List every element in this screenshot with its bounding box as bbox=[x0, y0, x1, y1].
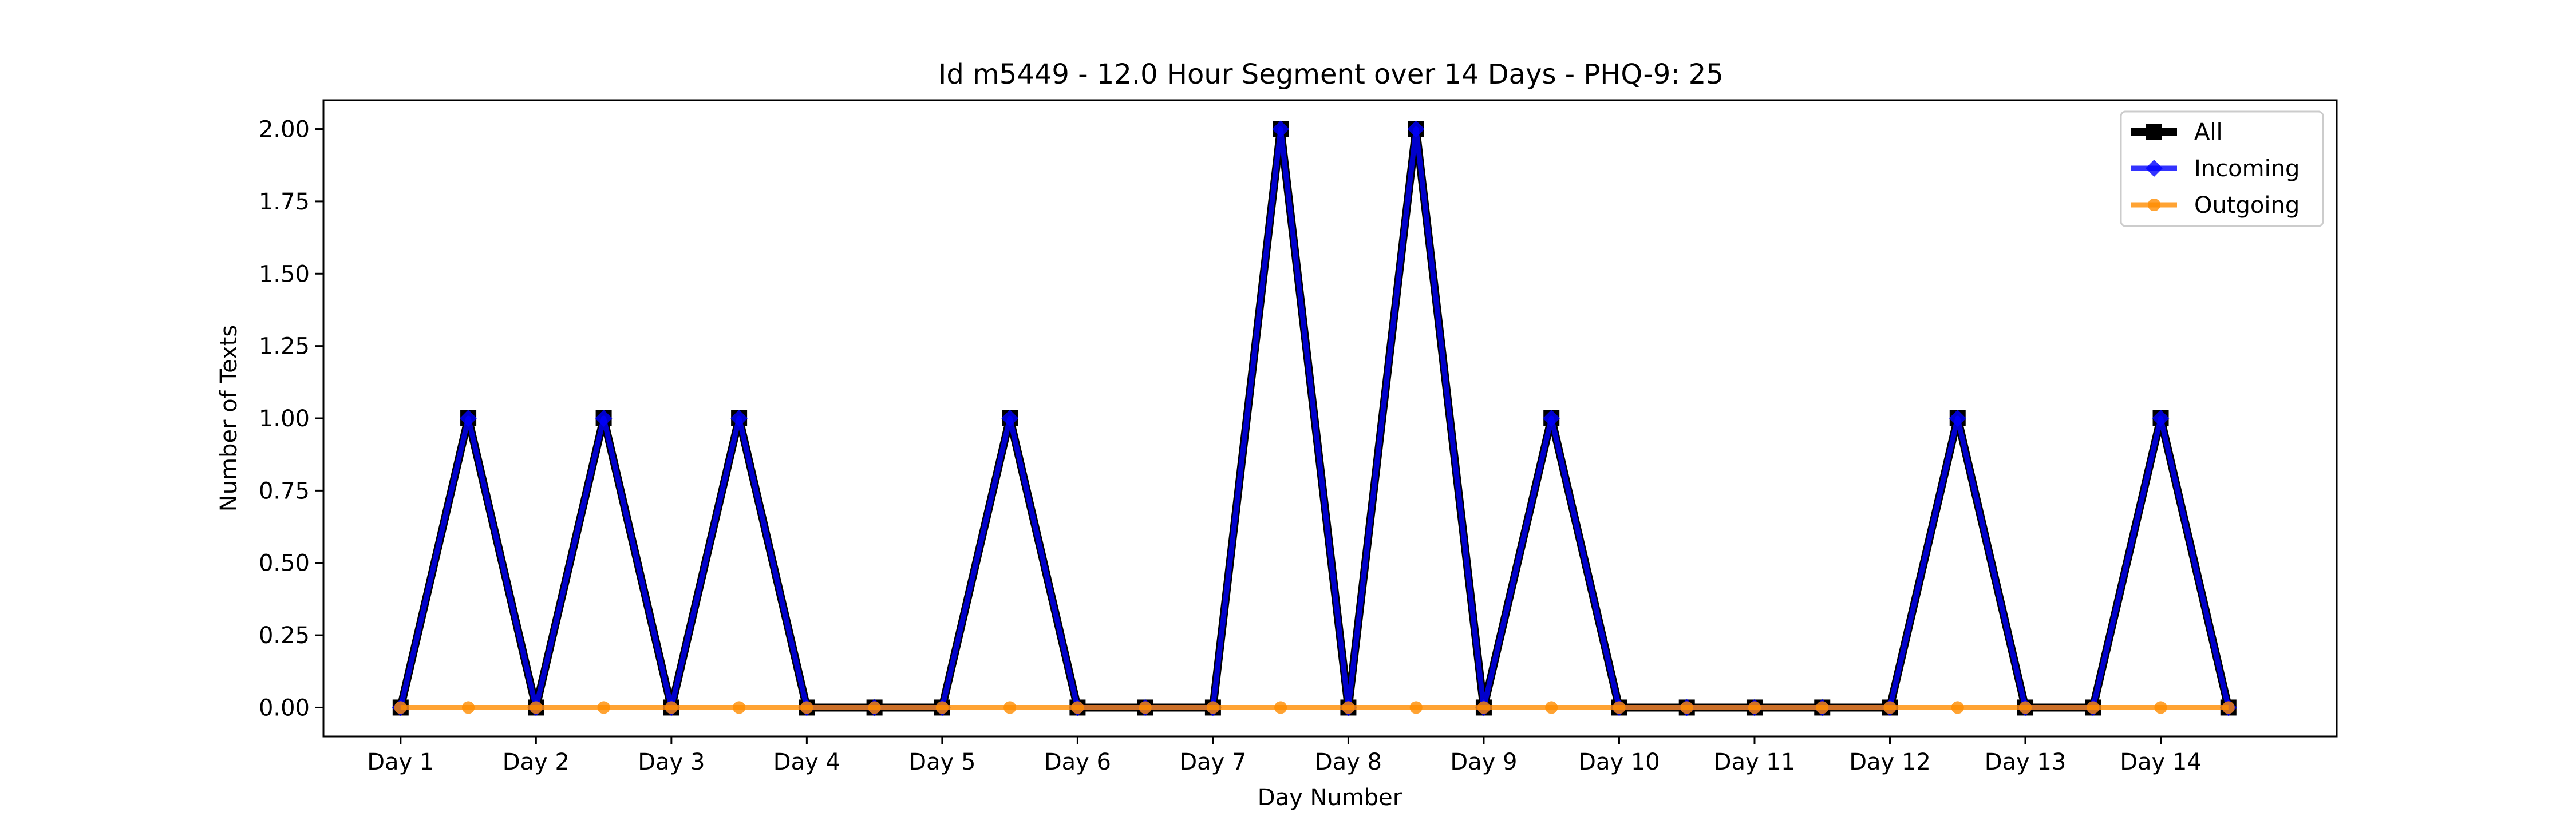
data-point bbox=[2087, 701, 2100, 714]
data-point bbox=[733, 701, 746, 714]
y-tick-label: 2.00 bbox=[259, 117, 310, 143]
data-point bbox=[462, 701, 475, 714]
data-point bbox=[1001, 410, 1019, 427]
data-point bbox=[597, 701, 610, 714]
x-axis: Day 1 Day 2 Day 3 Day 4 Day 5 Day 6 Day 7 Day 8… bbox=[367, 736, 2202, 775]
data-point bbox=[2222, 701, 2235, 714]
data-point bbox=[868, 701, 881, 714]
plot-frame bbox=[322, 99, 2338, 738]
legend-entry: All bbox=[2131, 119, 2223, 145]
chart-title: Id m5449 - 12.0 Hour Segment over 14 Day… bbox=[938, 58, 1724, 90]
data-point bbox=[1748, 701, 1761, 714]
x-tick-label: Day 3 bbox=[638, 749, 705, 775]
data-point bbox=[1139, 701, 1152, 714]
data-point bbox=[1949, 410, 1966, 427]
data-point bbox=[1409, 701, 1423, 714]
y-tick-label: 1.25 bbox=[259, 334, 310, 360]
y-axis: 0.00 0.25 0.50 0.75 1.00 1.25 1.50 1.75 2.00 bbox=[259, 117, 323, 721]
data-point bbox=[1543, 410, 1560, 427]
legend-marker bbox=[2146, 124, 2162, 140]
data-point bbox=[1206, 701, 1219, 714]
data-point bbox=[460, 410, 477, 427]
y-tick-label: 1.00 bbox=[259, 406, 310, 432]
legend-entry: Outgoing bbox=[2131, 192, 2300, 219]
data-point bbox=[1274, 701, 1287, 714]
x-tick-label: Day 9 bbox=[1450, 749, 1517, 775]
data-point bbox=[1545, 701, 1558, 714]
y-tick-label: 0.50 bbox=[259, 550, 310, 577]
series-incoming bbox=[392, 120, 2237, 716]
legend-box bbox=[2120, 110, 2324, 227]
series-line bbox=[398, 126, 2231, 710]
data-point bbox=[394, 701, 407, 714]
x-axis-label: Day Number bbox=[1258, 785, 1402, 811]
y-tick-label: 1.50 bbox=[259, 261, 310, 287]
data-point bbox=[530, 701, 543, 714]
y-tick-label: 1.75 bbox=[259, 189, 310, 215]
legend-entry: Incoming bbox=[2131, 156, 2300, 182]
legend-marker bbox=[2146, 160, 2163, 177]
x-tick-label: Day 12 bbox=[1849, 749, 1931, 775]
x-tick-label: Day 8 bbox=[1315, 749, 1382, 775]
x-tick-label: Day 1 bbox=[367, 749, 434, 775]
data-point bbox=[2018, 701, 2032, 714]
x-tick-label: Day 6 bbox=[1044, 749, 1111, 775]
data-point bbox=[2154, 701, 2167, 714]
x-tick-label: Day 11 bbox=[1714, 749, 1796, 775]
plot-area bbox=[392, 120, 2237, 716]
data-point bbox=[665, 701, 678, 714]
data-point bbox=[1816, 701, 1829, 714]
x-tick-label: Day 7 bbox=[1179, 749, 1246, 775]
data-point bbox=[2152, 410, 2170, 427]
legend-label: All bbox=[2194, 119, 2223, 145]
data-point bbox=[1613, 701, 1626, 714]
data-point bbox=[1003, 701, 1017, 714]
data-point bbox=[1407, 120, 1425, 138]
y-axis-label: Number of Texts bbox=[216, 325, 242, 512]
data-point bbox=[1680, 701, 1693, 714]
x-tick-label: Day 2 bbox=[503, 749, 570, 775]
data-point bbox=[730, 410, 748, 427]
y-tick-label: 0.75 bbox=[259, 478, 310, 504]
y-tick-label: 0.25 bbox=[259, 623, 310, 649]
data-point bbox=[1342, 701, 1355, 714]
legend-label: Incoming bbox=[2194, 156, 2300, 182]
x-tick-label: Day 4 bbox=[773, 749, 840, 775]
data-point bbox=[1071, 701, 1084, 714]
data-point bbox=[800, 701, 813, 714]
data-point bbox=[1883, 701, 1897, 714]
data-point bbox=[1477, 701, 1490, 714]
x-tick-label: Day 13 bbox=[1985, 749, 2067, 775]
x-tick-label: Day 5 bbox=[908, 749, 975, 775]
data-point bbox=[1272, 120, 1290, 138]
y-tick-label: 0.00 bbox=[259, 695, 310, 721]
x-tick-label: Day 14 bbox=[2120, 749, 2202, 775]
x-tick-label: Day 10 bbox=[1578, 749, 1660, 775]
data-point bbox=[595, 410, 613, 427]
series-outgoing bbox=[394, 701, 2235, 714]
data-point bbox=[1951, 701, 1964, 714]
legend: All Incoming Outgoing bbox=[2120, 110, 2324, 227]
legend-label: Outgoing bbox=[2194, 192, 2300, 219]
data-point bbox=[935, 701, 949, 714]
legend-marker bbox=[2147, 198, 2161, 212]
